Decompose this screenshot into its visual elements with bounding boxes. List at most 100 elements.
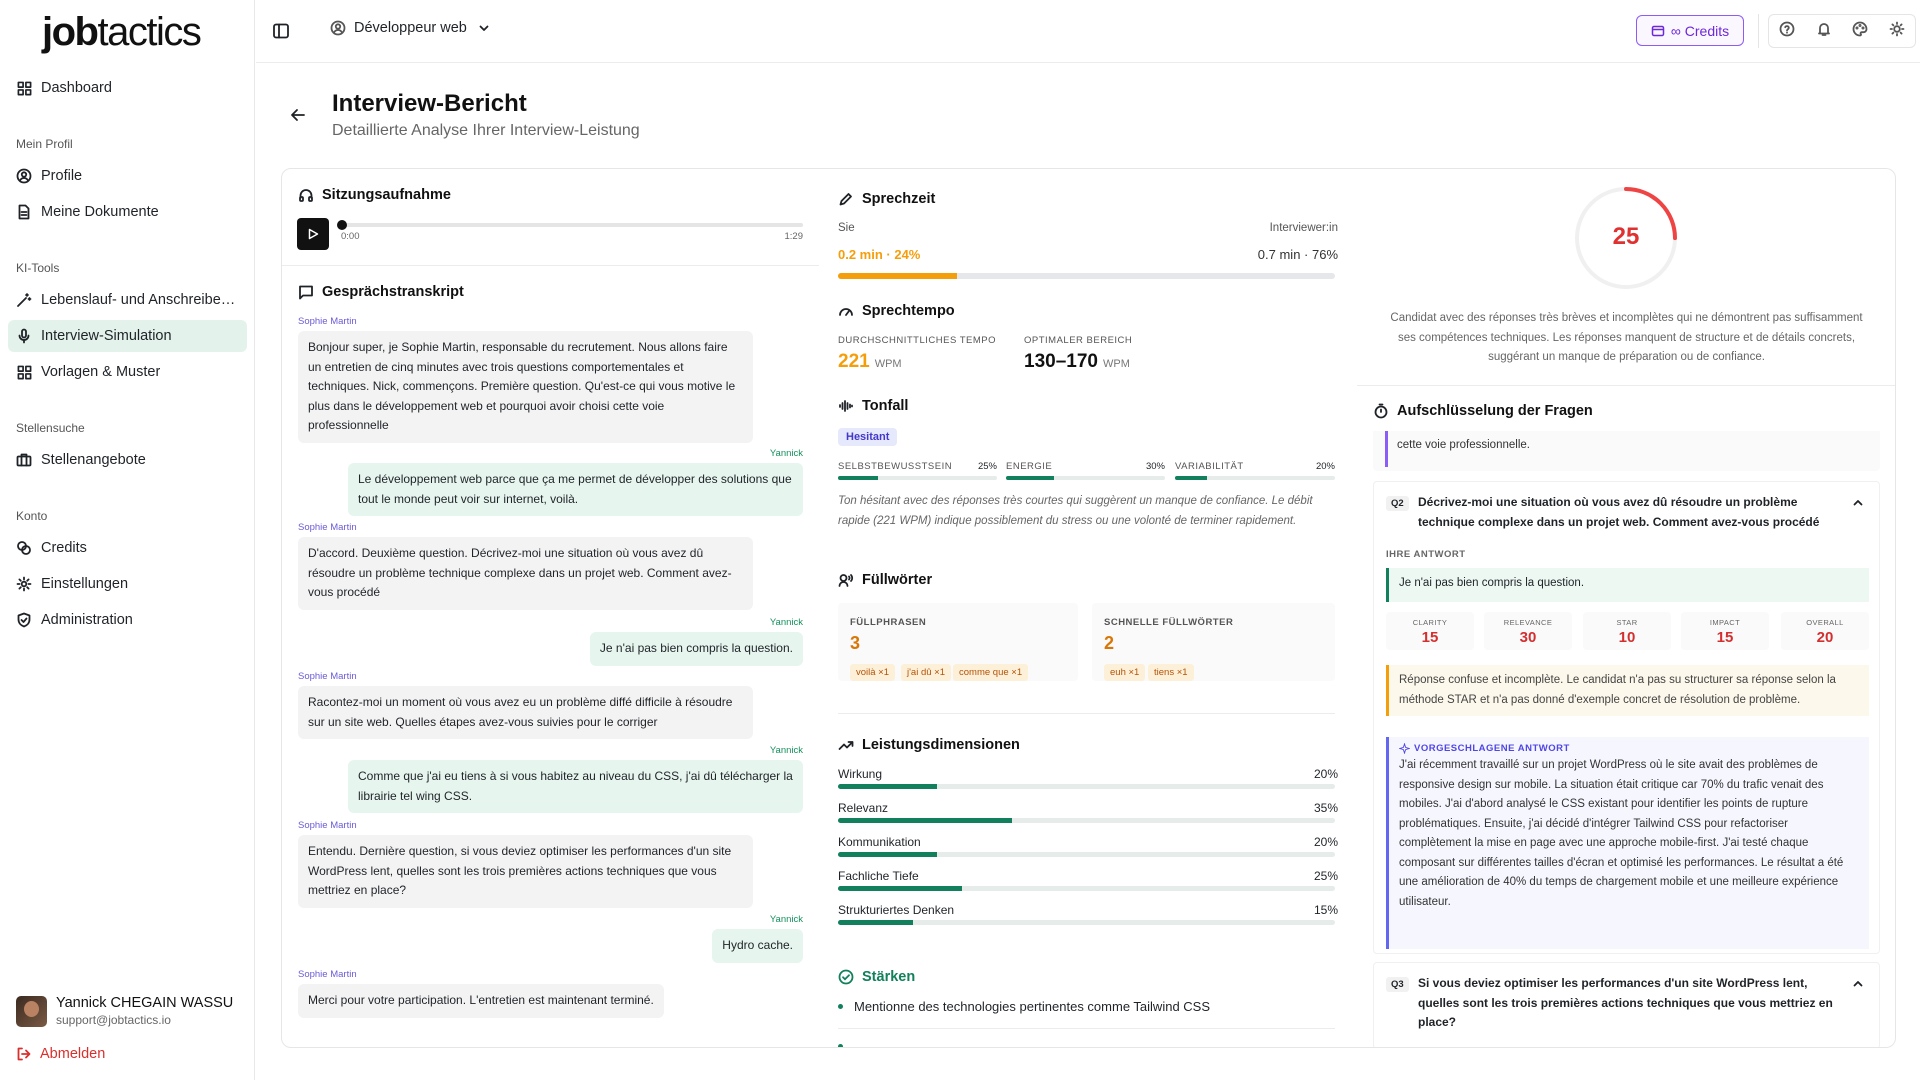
score-impact: IMPACT 15 bbox=[1681, 612, 1769, 650]
dimension-label: Wirkung bbox=[838, 767, 883, 781]
palette-icon[interactable] bbox=[1852, 21, 1868, 42]
message-bubble-interviewer: Bonjour super, je Sophie Martin, respons… bbox=[298, 331, 753, 443]
recording-title: Sitzungsaufnahme bbox=[298, 187, 451, 203]
sidebar: jobtactics Dashboard Mein Profil Profile… bbox=[0, 0, 255, 1080]
fillers-quick-label: Schnelle Füllwörter bbox=[1104, 617, 1234, 628]
sidebar-item-documents[interactable]: Meine Dokumente bbox=[8, 196, 247, 228]
tone-title: Tonfall bbox=[838, 398, 908, 414]
play-icon bbox=[308, 228, 319, 240]
role-selector[interactable]: Développeur web bbox=[330, 20, 491, 36]
filler-chip: comme que ×1 bbox=[953, 664, 1029, 681]
nav-section-jobs: Stellensuche bbox=[16, 421, 85, 435]
dimension-value: 20% bbox=[1313, 835, 1338, 849]
speech-share-fill bbox=[838, 273, 958, 279]
logout-button[interactable]: Abmelden bbox=[16, 1046, 105, 1062]
bell-icon[interactable] bbox=[1816, 21, 1832, 42]
sidebar-item-settings[interactable]: Einstellungen bbox=[8, 568, 247, 600]
message-speaker: Yannick bbox=[769, 745, 803, 756]
dimension-bar bbox=[838, 886, 1335, 891]
question-list[interactable]: cette voie professionnelle. Q2 Décrivez-… bbox=[1373, 431, 1880, 1047]
logout-icon bbox=[17, 1047, 31, 1061]
chevron-up-icon[interactable] bbox=[1851, 977, 1865, 991]
message-bubble-user: Comme que j'ai eu tiens à si vous habite… bbox=[348, 760, 803, 813]
topbar-divider bbox=[1758, 14, 1759, 48]
dimension-value: 25% bbox=[1313, 869, 1338, 883]
score-clarity: CLARITY 15 bbox=[1386, 612, 1474, 650]
message-square-icon bbox=[299, 285, 313, 300]
shield-icon bbox=[16, 612, 32, 628]
suggested-answer-label: Vorgeschlagene Antwort bbox=[1399, 743, 1859, 754]
question-number: Q3 bbox=[1386, 977, 1409, 992]
strength-item-clipped bbox=[838, 1044, 843, 1047]
topbar: Développeur web ∞ Credits bbox=[256, 0, 1920, 63]
play-button[interactable] bbox=[297, 218, 329, 250]
fillers-quick-count: 2 bbox=[1104, 633, 1115, 653]
sidebar-item-credits[interactable]: Credits bbox=[8, 532, 247, 564]
speech-you-value: 0.2 min · 24% bbox=[838, 247, 921, 262]
message-bubble-user: Le développement web parce que ça me per… bbox=[348, 463, 803, 516]
dimension-fill bbox=[838, 852, 938, 857]
briefcase-icon bbox=[16, 452, 32, 468]
sidebar-item-cv-generator[interactable]: Lebenslauf- und Anschreiben-Generator bbox=[8, 284, 247, 316]
question-text: Si vous deviez optimiser les performance… bbox=[1418, 976, 1833, 1029]
dimension-value: 15% bbox=[1313, 903, 1338, 917]
user-profile[interactable]: Yannick CHEGAIN WASSU support@jobtactics… bbox=[16, 995, 233, 1027]
question-card-q3[interactable]: Q3 Si vous deviez optimiser les performa… bbox=[1373, 962, 1880, 1047]
recording-transcript-panel: Sitzungsaufnahme 0:00 1:29 Gesprächstran… bbox=[281, 168, 820, 1048]
check-circle-icon bbox=[838, 969, 854, 985]
dimensions-title: Leistungsdimensionen bbox=[838, 737, 1020, 753]
speech-analysis-panel[interactable]: Sprechzeit Sie Interviewer:in 0.2 min · … bbox=[819, 168, 1358, 1048]
sidebar-toggle-icon[interactable] bbox=[272, 22, 290, 40]
app-logo[interactable]: jobtactics bbox=[42, 10, 202, 54]
tempo-opt-value: 130–170 WPM bbox=[1024, 351, 1130, 372]
sidebar-item-label: Interview-Simulation bbox=[41, 328, 172, 344]
pen-icon bbox=[839, 193, 852, 206]
audio-seek-bar[interactable] bbox=[337, 220, 803, 230]
dimension-label: Relevanz bbox=[838, 801, 889, 815]
message-speaker: Sophie Martin bbox=[298, 969, 357, 980]
question-card-q2[interactable]: Q2 Décrivez-moi une situation où vous av… bbox=[1373, 481, 1880, 954]
tone-metric-value: 25% bbox=[977, 461, 997, 472]
tone-note: Ton hésitant avec des réponses très cour… bbox=[838, 495, 1313, 527]
sidebar-item-label: Einstellungen bbox=[41, 576, 129, 592]
dimension-fill bbox=[838, 886, 963, 891]
tone-metric-label: Selbstbewusstsein bbox=[838, 461, 953, 472]
speech-time-title: Sprechzeit bbox=[838, 191, 935, 207]
help-icon[interactable] bbox=[1779, 21, 1795, 42]
timer-icon bbox=[1374, 403, 1388, 419]
message-speaker: Yannick bbox=[769, 617, 803, 628]
seek-handle[interactable] bbox=[337, 220, 347, 230]
tone-badge: Hesitant bbox=[838, 428, 898, 446]
sidebar-item-dashboard[interactable]: Dashboard bbox=[8, 72, 247, 104]
tone-metric-value: 20% bbox=[1315, 461, 1335, 472]
message-bubble-interviewer: Racontez-moi un moment où vous avez eu u… bbox=[298, 686, 753, 739]
sidebar-item-jobs[interactable]: Stellenangebote bbox=[8, 444, 247, 476]
message-bubble-interviewer: Merci pour votre participation. L'entret… bbox=[298, 984, 664, 1018]
sidebar-item-label: Stellenangebote bbox=[41, 452, 146, 468]
grid-icon bbox=[16, 364, 32, 380]
user-email: support@jobtactics.io bbox=[56, 1013, 171, 1027]
sidebar-item-interview[interactable]: Interview-Simulation bbox=[8, 320, 247, 352]
overall-summary: Candidat avec des réponses très brèves e… bbox=[1390, 312, 1863, 363]
divider bbox=[838, 713, 1335, 714]
tone-metric-bar bbox=[1006, 476, 1165, 480]
answer-tail: cette voie professionnelle. bbox=[1397, 439, 1530, 451]
dimension-bar bbox=[838, 852, 1335, 857]
sidebar-item-templates[interactable]: Vorlagen & Muster bbox=[8, 356, 247, 388]
sun-icon[interactable] bbox=[1889, 21, 1905, 42]
tone-metric-fill bbox=[1006, 476, 1054, 480]
answer-label: Ihre Antwort bbox=[1386, 549, 1466, 560]
dimension-fill bbox=[838, 818, 1012, 823]
credits-label: ∞ Credits bbox=[1670, 22, 1730, 39]
question-number: Q2 bbox=[1386, 496, 1409, 511]
sidebar-item-profile[interactable]: Profile bbox=[8, 160, 247, 192]
credits-button[interactable]: ∞ Credits bbox=[1636, 15, 1744, 46]
chevron-up-icon[interactable] bbox=[1851, 496, 1865, 510]
answer-feedback: Réponse confuse et incomplète. Le candid… bbox=[1386, 665, 1869, 716]
sidebar-item-admin[interactable]: Administration bbox=[8, 604, 247, 636]
score-breakdown-panel[interactable]: 25 Candidat avec des réponses très brève… bbox=[1357, 168, 1896, 1048]
back-arrow-icon[interactable] bbox=[289, 106, 307, 124]
topbar-icon-group bbox=[1768, 14, 1916, 48]
dimension-bar bbox=[838, 784, 1335, 789]
tone-metric-label: Variabilität bbox=[1175, 461, 1244, 472]
